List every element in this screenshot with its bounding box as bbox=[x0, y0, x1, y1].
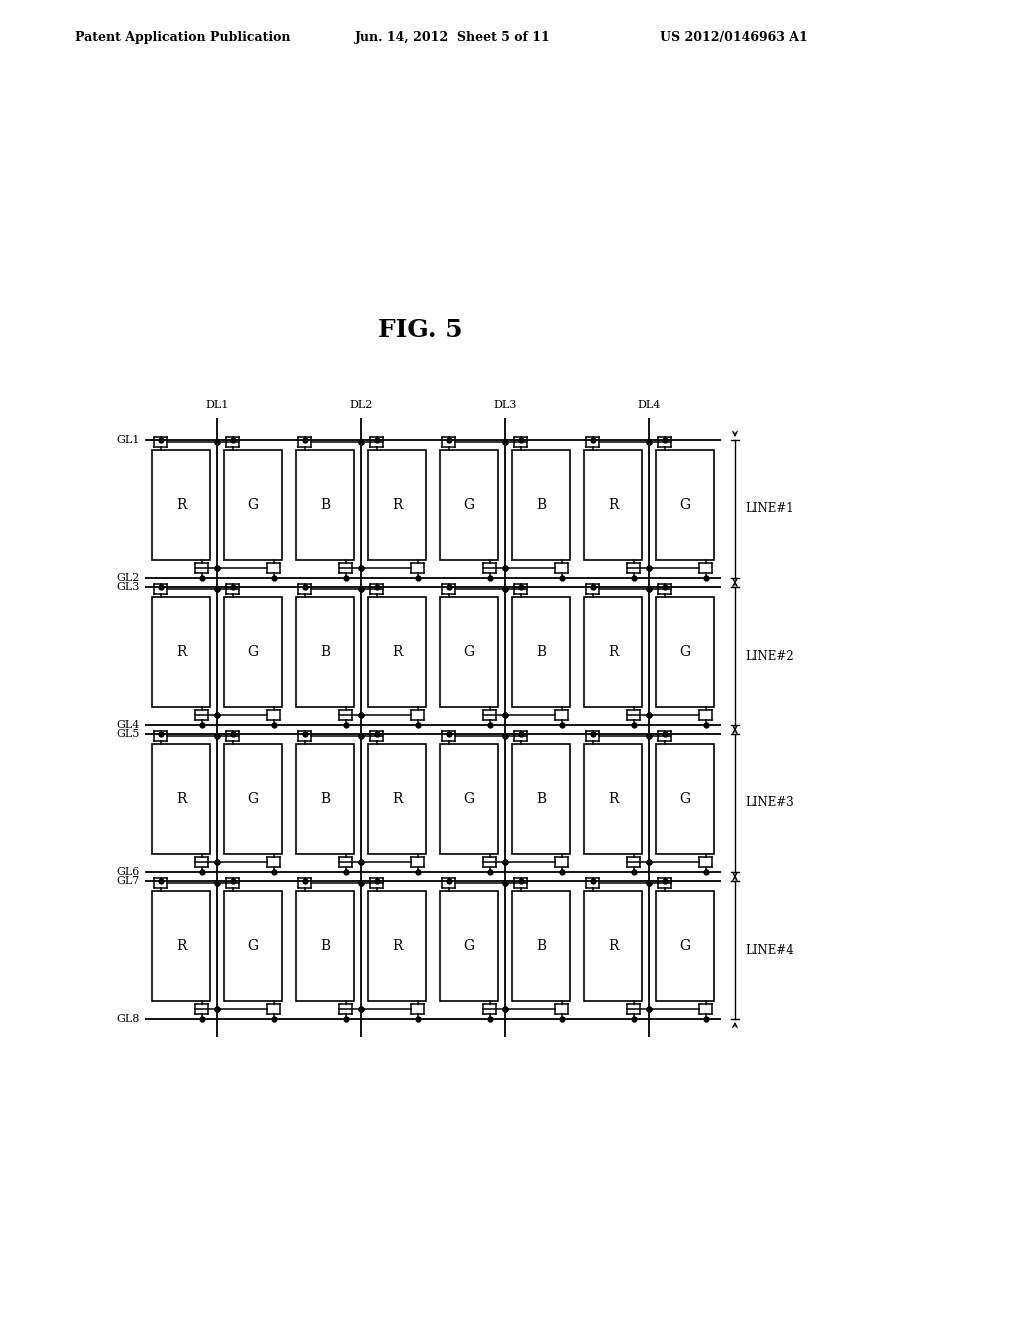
Text: G: G bbox=[248, 645, 259, 659]
Text: Patent Application Publication: Patent Application Publication bbox=[75, 30, 291, 44]
Bar bbox=[152, 744, 210, 854]
Text: GL7: GL7 bbox=[117, 876, 140, 886]
Text: GL3: GL3 bbox=[117, 582, 140, 591]
Text: G: G bbox=[464, 498, 474, 512]
Text: G: G bbox=[680, 498, 690, 512]
Text: B: B bbox=[319, 645, 330, 659]
Text: FIG. 5: FIG. 5 bbox=[378, 318, 462, 342]
Text: R: R bbox=[176, 498, 186, 512]
Text: DL1: DL1 bbox=[206, 400, 228, 411]
Text: B: B bbox=[536, 498, 546, 512]
Text: LINE#1: LINE#1 bbox=[745, 503, 794, 516]
Text: DL3: DL3 bbox=[494, 400, 517, 411]
Bar bbox=[296, 597, 354, 708]
Text: G: G bbox=[248, 498, 259, 512]
Text: GL2: GL2 bbox=[117, 573, 140, 583]
Text: G: G bbox=[680, 645, 690, 659]
Bar bbox=[440, 450, 498, 560]
Bar bbox=[584, 891, 642, 1001]
Bar bbox=[440, 891, 498, 1001]
Text: B: B bbox=[319, 792, 330, 807]
Text: G: G bbox=[464, 792, 474, 807]
Bar bbox=[296, 744, 354, 854]
Text: B: B bbox=[319, 939, 330, 953]
Text: G: G bbox=[248, 939, 259, 953]
Text: GL6: GL6 bbox=[117, 867, 140, 876]
Text: R: R bbox=[608, 645, 618, 659]
Text: LINE#2: LINE#2 bbox=[745, 649, 794, 663]
Text: Jun. 14, 2012  Sheet 5 of 11: Jun. 14, 2012 Sheet 5 of 11 bbox=[355, 30, 551, 44]
Text: B: B bbox=[536, 792, 546, 807]
Text: G: G bbox=[248, 792, 259, 807]
Text: GL1: GL1 bbox=[117, 436, 140, 445]
Bar bbox=[152, 891, 210, 1001]
Text: US 2012/0146963 A1: US 2012/0146963 A1 bbox=[660, 30, 808, 44]
Text: R: R bbox=[392, 498, 402, 512]
Bar bbox=[368, 597, 426, 708]
Text: R: R bbox=[176, 645, 186, 659]
Text: G: G bbox=[464, 645, 474, 659]
Text: LINE#3: LINE#3 bbox=[745, 796, 794, 809]
Bar bbox=[368, 450, 426, 560]
Bar bbox=[512, 450, 570, 560]
Text: R: R bbox=[392, 792, 402, 807]
Bar bbox=[224, 450, 282, 560]
Bar bbox=[224, 597, 282, 708]
Text: GL4: GL4 bbox=[117, 719, 140, 730]
Text: B: B bbox=[536, 645, 546, 659]
Bar bbox=[584, 744, 642, 854]
Text: GL5: GL5 bbox=[117, 729, 140, 739]
Text: B: B bbox=[536, 939, 546, 953]
Text: DL4: DL4 bbox=[637, 400, 660, 411]
Bar bbox=[296, 450, 354, 560]
Bar bbox=[512, 891, 570, 1001]
Bar bbox=[584, 597, 642, 708]
Bar bbox=[656, 891, 714, 1001]
Text: R: R bbox=[392, 645, 402, 659]
Bar bbox=[512, 597, 570, 708]
Bar bbox=[656, 450, 714, 560]
Bar bbox=[152, 450, 210, 560]
Bar bbox=[224, 744, 282, 854]
Bar bbox=[512, 744, 570, 854]
Text: GL8: GL8 bbox=[117, 1014, 140, 1024]
Bar bbox=[152, 597, 210, 708]
Text: G: G bbox=[680, 939, 690, 953]
Text: G: G bbox=[680, 792, 690, 807]
Bar bbox=[224, 891, 282, 1001]
Bar bbox=[440, 597, 498, 708]
Text: R: R bbox=[608, 498, 618, 512]
Bar bbox=[440, 744, 498, 854]
Text: LINE#4: LINE#4 bbox=[745, 944, 794, 957]
Bar bbox=[656, 597, 714, 708]
Text: R: R bbox=[392, 939, 402, 953]
Text: G: G bbox=[464, 939, 474, 953]
Text: R: R bbox=[608, 792, 618, 807]
Text: B: B bbox=[319, 498, 330, 512]
Bar bbox=[584, 450, 642, 560]
Text: R: R bbox=[608, 939, 618, 953]
Text: R: R bbox=[176, 792, 186, 807]
Bar bbox=[656, 744, 714, 854]
Text: R: R bbox=[176, 939, 186, 953]
Bar bbox=[368, 891, 426, 1001]
Text: DL2: DL2 bbox=[349, 400, 373, 411]
Bar bbox=[368, 744, 426, 854]
Bar bbox=[296, 891, 354, 1001]
